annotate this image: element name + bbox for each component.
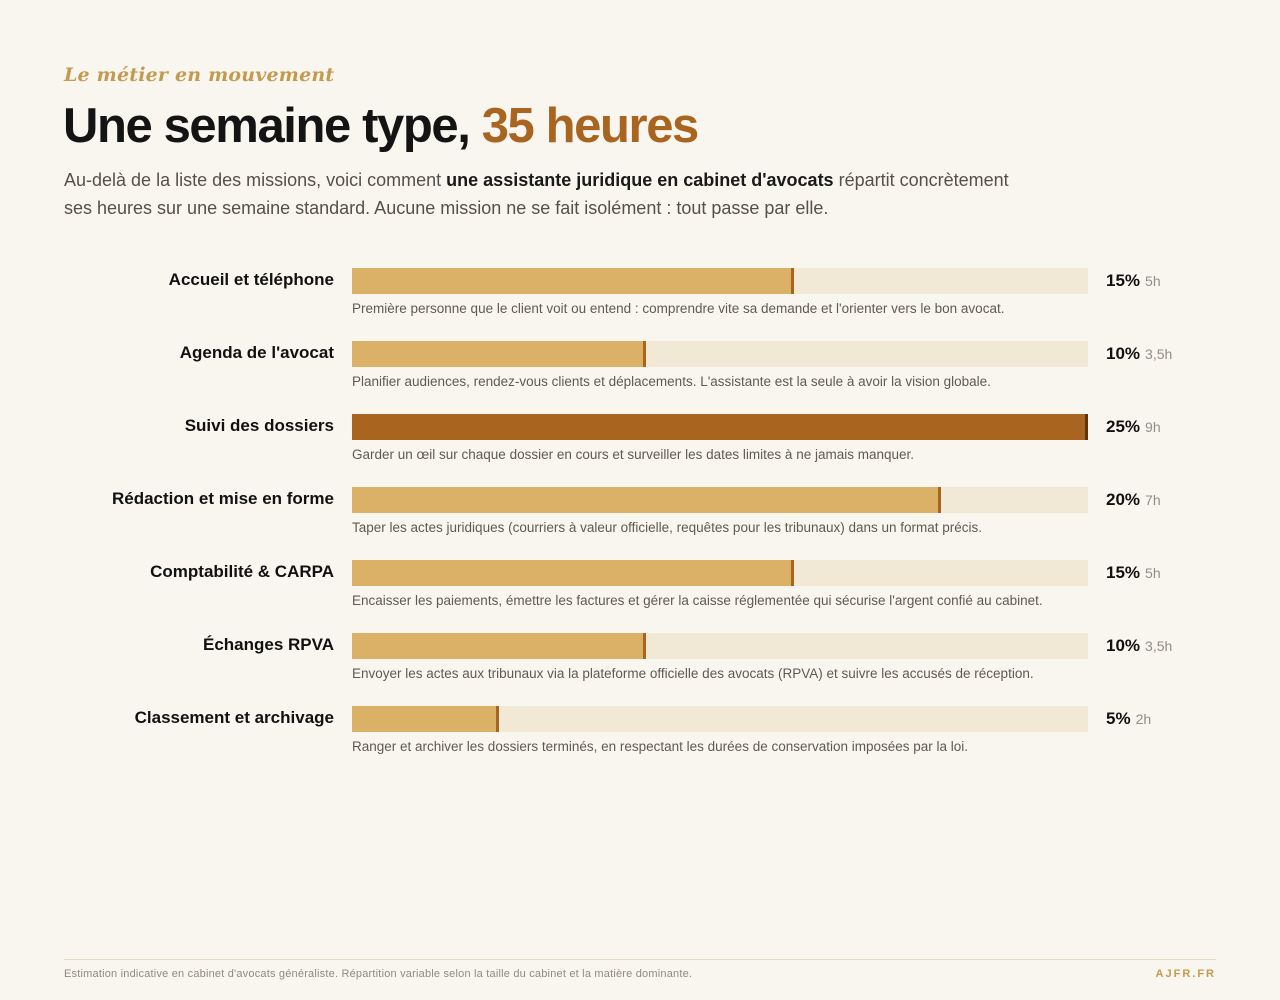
value-label: 10% 3,5h: [1106, 344, 1172, 364]
intro-paragraph: Au-delà de la liste des missions, voici …: [64, 166, 1024, 222]
percent-value: 10%: [1106, 636, 1141, 655]
hours-value: 3,5h: [1145, 638, 1173, 654]
value-label: 15% 5h: [1106, 271, 1161, 291]
percent-value: 5%: [1106, 709, 1131, 728]
bar: [352, 487, 941, 513]
bar-track: [352, 487, 1088, 513]
bar-description: Envoyer les actes aux tribunaux via la p…: [352, 666, 1034, 681]
bar-end-marker: [643, 633, 646, 659]
category-label: Échanges RPVA: [202, 635, 334, 654]
bar-end-marker: [1085, 414, 1088, 440]
bar-track: [352, 706, 1088, 732]
bar-end-marker: [496, 706, 499, 732]
bar: [352, 633, 646, 659]
bar-track: [352, 268, 1088, 294]
lead-text-bold: une assistante juridique en cabinet d'av…: [446, 170, 834, 190]
lead-text-start: Au-delà de la liste des missions, voici …: [64, 170, 447, 190]
hours-value: 3,5h: [1145, 346, 1173, 362]
bar-description: Première personne que le client voit ou …: [352, 301, 1005, 316]
category-label: Rédaction et mise en forme: [111, 489, 334, 508]
footer-note: Estimation indicative en cabinet d'avoca…: [64, 968, 693, 980]
value-label: 15% 5h: [1106, 563, 1161, 583]
category-label: Classement et archivage: [134, 708, 334, 727]
category-label: Suivi des dossiers: [184, 416, 334, 435]
bar-track: [352, 560, 1088, 586]
brand-mark: AJFR.FR: [1155, 968, 1216, 980]
bar: [352, 268, 794, 294]
hours-value: 9h: [1145, 419, 1161, 435]
bar-end-marker: [791, 560, 794, 586]
percent-value: 10%: [1106, 344, 1141, 363]
bar-description: Garder un œil sur chaque dossier en cour…: [352, 447, 915, 462]
percent-value: 25%: [1106, 417, 1141, 436]
percent-value: 15%: [1106, 271, 1141, 290]
bar-track: [352, 633, 1088, 659]
percent-value: 20%: [1106, 490, 1141, 509]
value-label: 5% 2h: [1106, 709, 1151, 729]
bar-description: Ranger et archiver les dossiers terminés…: [352, 739, 969, 754]
bar-end-marker: [643, 341, 646, 367]
bar-track: [352, 341, 1088, 367]
bar: [352, 560, 794, 586]
hours-value: 5h: [1145, 273, 1161, 289]
hours-value: 2h: [1135, 711, 1152, 727]
lead-text-end: répartit concrètement ses heures sur une…: [64, 170, 1009, 218]
bar: [352, 414, 1088, 440]
title-accent: 35 heures: [481, 99, 700, 153]
percent-value: 15%: [1106, 563, 1141, 582]
kicker: Le métier en mouvement: [64, 64, 335, 86]
hours-value: 5h: [1145, 565, 1161, 581]
value-label: 20% 7h: [1106, 490, 1161, 510]
value-label: 10% 3,5h: [1106, 636, 1172, 656]
bar-end-marker: [791, 268, 794, 294]
page-title: Une semaine type, 35 heures: [63, 98, 700, 154]
bar-description: Encaisser les paiements, émettre les fac…: [352, 593, 1043, 608]
title-main: Une semaine type,: [63, 99, 482, 153]
bar: [352, 706, 499, 732]
bar-end-marker: [938, 487, 941, 513]
bar-description: Taper les actes juridiques (courriers à …: [352, 520, 983, 535]
category-label: Agenda de l'avocat: [179, 343, 334, 362]
category-label: Accueil et téléphone: [168, 270, 334, 289]
value-label: 25% 9h: [1106, 417, 1161, 437]
category-label: Comptabilité & CARPA: [150, 562, 334, 581]
footer-divider: [64, 959, 1216, 960]
bar: [352, 341, 646, 367]
bar-description: Planifier audiences, rendez-vous clients…: [352, 374, 991, 389]
bar-track: [352, 414, 1088, 440]
hours-value: 7h: [1145, 492, 1161, 508]
